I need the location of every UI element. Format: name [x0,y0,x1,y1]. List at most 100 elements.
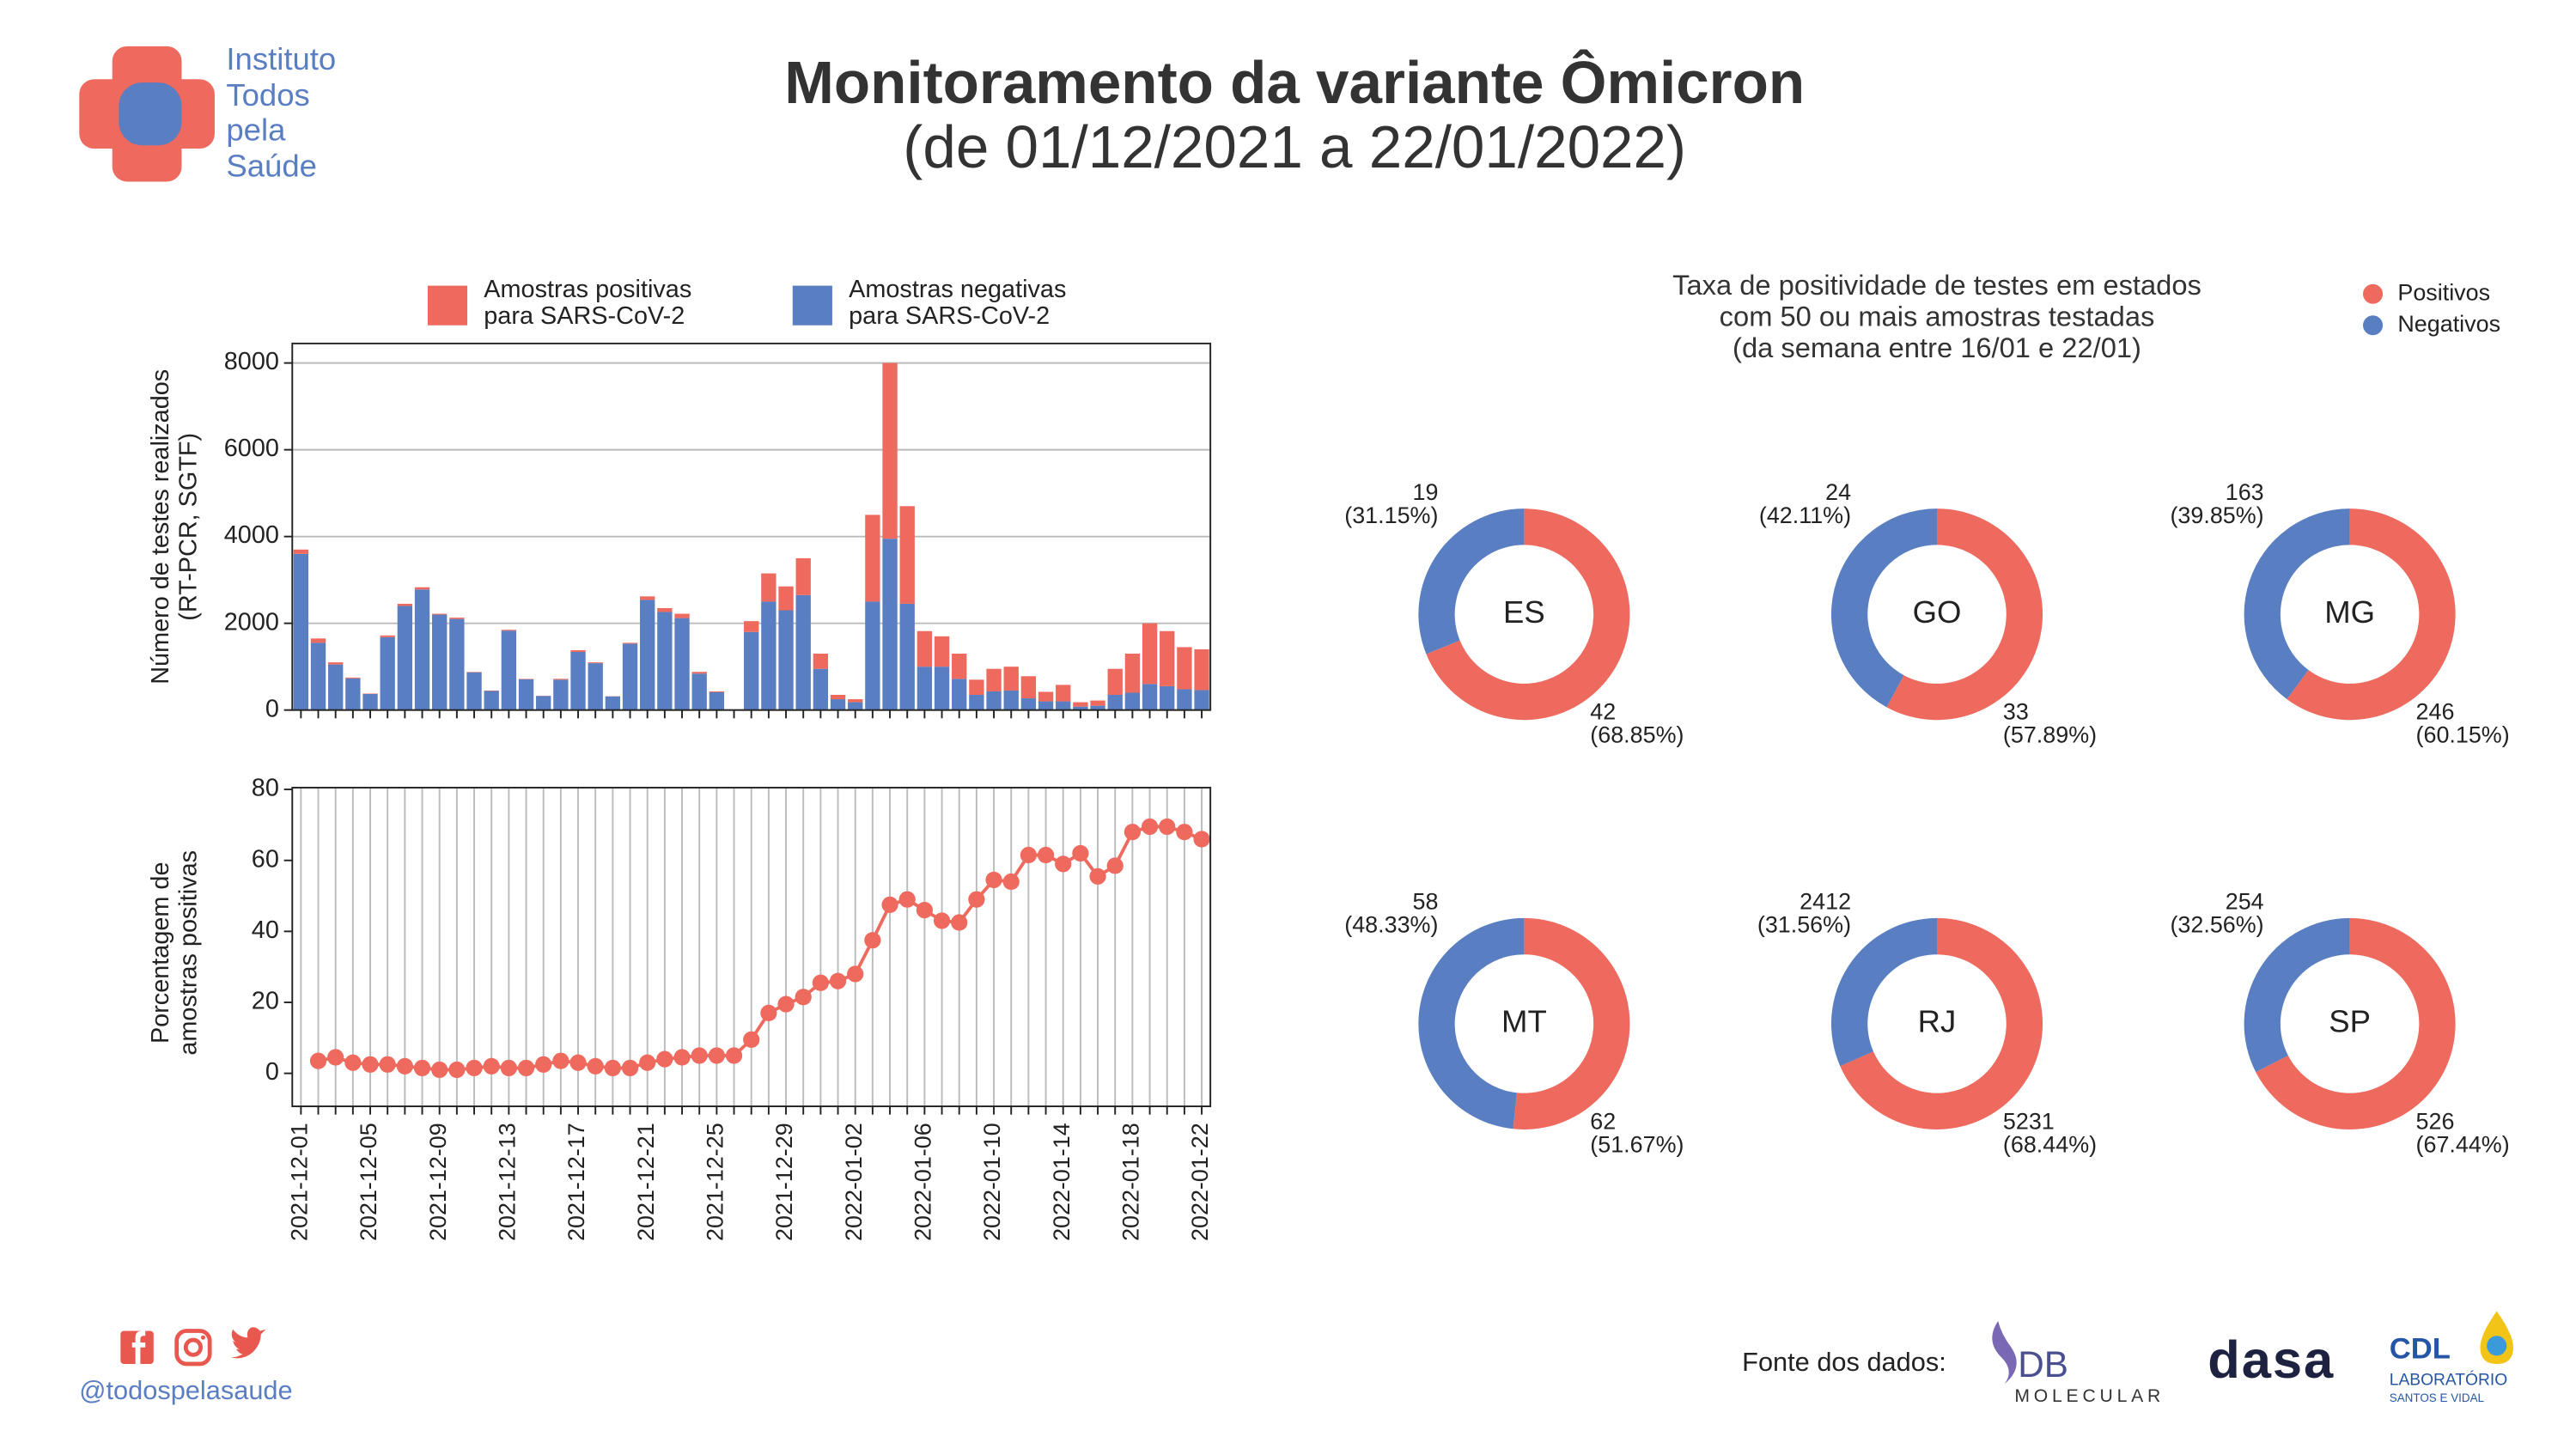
legend-swatch [2363,315,2384,336]
bar [432,613,448,615]
point [881,896,898,913]
y-tick-label: 6000 [224,435,279,462]
bar [795,557,811,595]
bar [934,667,950,710]
point [1176,824,1193,841]
donut-segment [2244,917,2350,1073]
legend-label: Amostras positivas para SARS-CoV-2 [484,277,692,331]
db-logo-icon [1992,1320,2017,1385]
legend-label: Positivos [2397,279,2490,305]
bar [952,679,967,710]
x-tick-label: 2022-01-10 [979,1123,1005,1241]
bar [310,638,326,643]
bar [484,691,499,710]
point [327,1049,344,1066]
bar [640,600,655,710]
value-label: 62 [1590,1108,1616,1134]
point [1089,868,1106,885]
point [396,1057,413,1075]
bar [397,603,413,606]
bar [310,642,326,710]
logo-text: pela [226,112,286,147]
x-tick-label: 2021-12-21 [633,1123,659,1241]
bar [674,613,690,618]
bar [622,642,638,644]
logo-text: Todos [226,77,309,113]
twitter-icon[interactable] [231,1327,266,1359]
y-tick-label: 2000 [224,608,279,636]
point [1193,831,1210,848]
bar [1038,691,1054,702]
y-tick-label: 0 [265,1058,279,1086]
value-label: 5231 [2003,1108,2055,1134]
x-tick-label: 2022-01-14 [1049,1123,1075,1241]
bar [345,677,361,679]
plot-frame [291,342,1212,711]
point [760,1004,777,1022]
bar [917,667,933,710]
bar [691,672,707,674]
point [535,1056,552,1073]
bar [1194,648,1209,691]
bar [414,589,430,710]
percent-label: (32.56%) [2170,912,2263,938]
bar [952,654,967,679]
bar [986,691,1002,710]
point [1037,846,1055,864]
bar [674,618,690,710]
point [933,912,951,929]
bar [865,601,880,710]
percent-label: (57.89%) [2003,722,2097,748]
value-label: 58 [1413,889,1439,915]
bar [397,606,413,710]
point [517,1059,535,1077]
bar [1194,690,1209,710]
bar [709,691,725,710]
bar [1160,685,1175,710]
db-logo: MOLECULAR [2014,1386,2165,1406]
bar [1090,700,1105,706]
bar [570,651,586,710]
donut-center-label: MG [2324,594,2375,630]
point [812,974,829,991]
bar [518,679,534,710]
legend-swatch [2363,283,2384,304]
bar [917,630,933,667]
percent-label: (39.85%) [2170,502,2263,528]
bar [1003,667,1019,691]
percent-label: (42.11%) [1759,502,1851,528]
bar [986,668,1002,691]
donut-segment [1418,917,1525,1129]
x-tick-label: 2021-12-25 [702,1123,728,1241]
bar [761,573,776,602]
bar [761,601,776,710]
bar [744,631,759,710]
point [587,1057,604,1075]
bar [501,630,517,710]
point [708,1047,725,1064]
bar [622,643,638,710]
instagram-icon[interactable] [174,1329,212,1367]
point [847,965,864,983]
bar [848,699,863,703]
donut-segment [2244,508,2350,700]
db-logo: DB [2018,1344,2068,1385]
point [448,1061,466,1079]
bar [588,663,603,710]
point [604,1059,621,1077]
bar [1073,706,1088,710]
logo-mark [79,46,215,182]
bar [293,549,309,554]
bar [969,679,984,696]
social-handle: @todospelasaude [79,1375,292,1405]
bar [1090,705,1105,710]
point [1002,873,1020,891]
point [1072,844,1089,862]
bar [536,696,551,710]
bar [657,612,673,710]
legend-label: Negativos [2397,311,2500,337]
bar [328,664,344,710]
point [379,1056,396,1073]
source-label: Fonte dos dados: [1742,1347,1946,1377]
